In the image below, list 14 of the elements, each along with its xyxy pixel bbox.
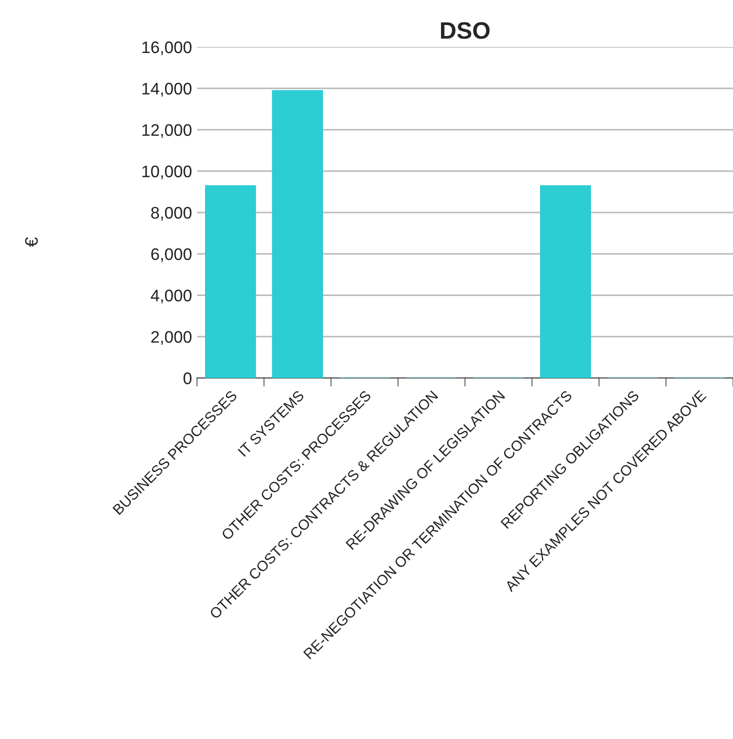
y-tick-label: 12,000: [142, 124, 192, 138]
y-tick-label: 6,000: [151, 248, 192, 262]
y-tick-label: 14,000: [142, 82, 192, 97]
y-tick-label: 4,000: [150, 290, 192, 304]
bar: [205, 185, 256, 378]
y-tick-label: 16,000: [142, 41, 192, 56]
y-tick-label: 0: [184, 372, 192, 384]
y-tick-label: 10,000: [142, 166, 192, 180]
y-tick-label: 8,000: [151, 206, 192, 221]
y-tick-label: 2,000: [151, 331, 192, 345]
bar: [272, 90, 323, 378]
bar: [540, 185, 591, 378]
chart-title: DSO: [440, 22, 490, 39]
y-axis-title: €: [25, 237, 38, 247]
